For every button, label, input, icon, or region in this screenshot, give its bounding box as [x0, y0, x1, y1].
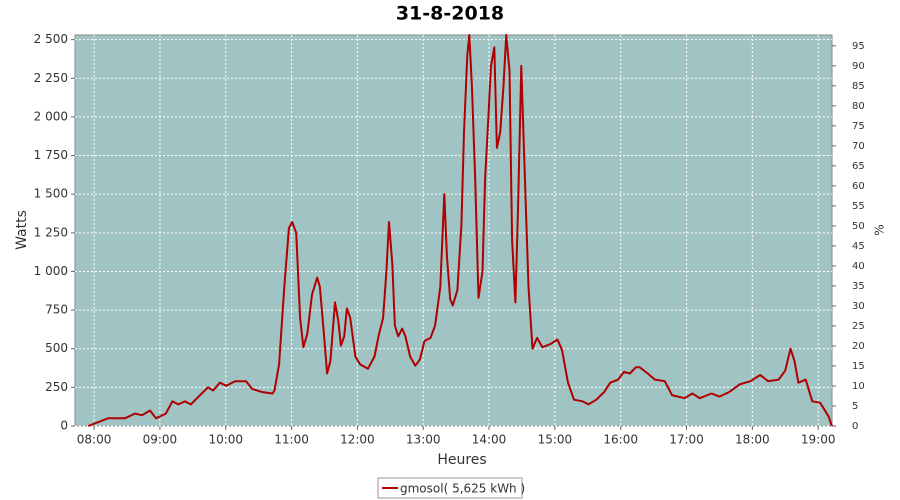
y-tick-label: 1 250	[34, 225, 68, 239]
y2-tick-label: 60	[852, 181, 865, 192]
series-line	[87, 34, 833, 427]
y2-tick-label: 70	[852, 141, 865, 152]
y2-tick-label: 90	[852, 61, 865, 72]
y-tick-label: 0	[60, 419, 68, 433]
y-tick-label: 2 250	[34, 71, 68, 85]
y2-tick-label: 55	[852, 201, 865, 212]
y2-tick-label: 95	[852, 41, 865, 52]
x-tick-label: 17:00	[669, 433, 704, 447]
chart-title: 31-8-2018	[396, 3, 504, 25]
y2-tick-label: 65	[852, 161, 865, 172]
y2-tick-label: 85	[852, 81, 865, 92]
x-tick-label: 08:00	[77, 433, 112, 447]
plot-area	[74, 34, 833, 427]
y-tick-label: 500	[45, 341, 68, 355]
y2-tick-label: 50	[852, 221, 865, 232]
x-tick-label: 19:00	[801, 433, 836, 447]
legend-box	[377, 477, 523, 499]
y-tick-label: 250	[45, 380, 68, 394]
y2-tick-label: 30	[852, 301, 865, 312]
y-tick-label: 1 750	[34, 148, 68, 162]
x-tick-label: 15:00	[538, 433, 573, 447]
x-axis-label: Heures	[437, 452, 486, 468]
y2-tick-label: 40	[852, 261, 865, 272]
y2-tick-label: 20	[852, 341, 865, 352]
x-tick-label: 18:00	[735, 433, 770, 447]
y-tick-label: 750	[45, 303, 68, 317]
y-tick-label: 1 500	[34, 187, 68, 201]
y2-axis-label: %	[873, 224, 887, 235]
x-tick-label: 11:00	[274, 433, 309, 447]
y2-tick-label: 75	[852, 121, 865, 132]
y-tick-label: 2 500	[34, 32, 68, 46]
y2-tick-label: 15	[852, 361, 865, 372]
y-axis-label: Watts	[14, 210, 30, 250]
x-tick-label: 10:00	[208, 433, 243, 447]
x-tick-label: 16:00	[603, 433, 638, 447]
x-tick-label: 12:00	[340, 433, 375, 447]
y-tick-label: 1 000	[34, 264, 68, 278]
x-tick-label: 14:00	[472, 433, 507, 447]
y2-tick-label: 80	[852, 101, 865, 112]
y-tick-label: 2 000	[34, 109, 68, 123]
y2-tick-label: 10	[852, 381, 865, 392]
y2-tick-label: 35	[852, 281, 865, 292]
y2-tick-label: 45	[852, 241, 865, 252]
x-tick-label: 13:00	[406, 433, 441, 447]
y2-tick-label: 0	[852, 421, 858, 432]
legend-label: gmosol( 5,625 kWh )	[400, 482, 525, 496]
y2-tick-label: 25	[852, 321, 865, 332]
legend: gmosol( 5,625 kWh )	[377, 477, 525, 499]
x-tick-label: 09:00	[143, 433, 178, 447]
y2-tick-label: 5	[852, 401, 858, 412]
